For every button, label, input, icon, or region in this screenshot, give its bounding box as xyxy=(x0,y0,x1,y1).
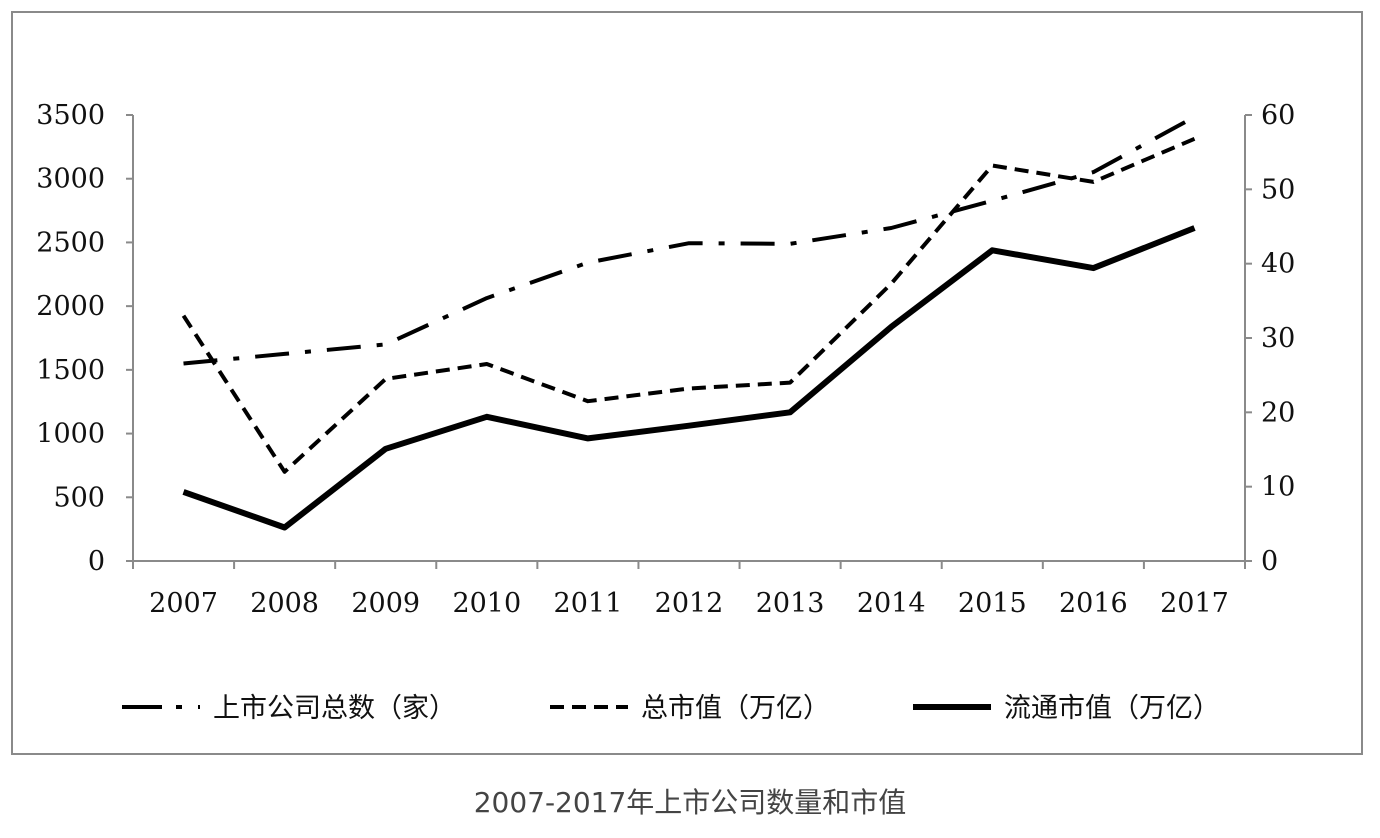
chart-axes: 0 500 1000 1500 2000 2500 3000 3500 0 10 20 30 40 50 6… xyxy=(36,100,1295,619)
figure-caption: 2007-2017年上市公司数量和市值 xyxy=(473,786,907,819)
x-axis-tick-label: 2007 xyxy=(149,588,218,619)
right-axis-tick-label: 50 xyxy=(1261,174,1295,205)
x-axis-tick-label: 2014 xyxy=(857,588,926,619)
left-axis-tick-label: 3000 xyxy=(36,164,105,195)
right-axis-tick-label: 60 xyxy=(1261,100,1295,131)
right-axis-tick-label: 10 xyxy=(1261,472,1295,503)
chart-series xyxy=(181,115,1196,531)
right-axis-tick-label: 20 xyxy=(1261,397,1295,428)
x-axis-tick-label: 2012 xyxy=(655,588,724,619)
right-axis-tick-label: 0 xyxy=(1261,546,1278,577)
x-axis-tick-label: 2016 xyxy=(1059,588,1128,619)
x-axis-tick-label: 2008 xyxy=(250,588,319,619)
series-line-3 xyxy=(182,225,1196,531)
chart-legend: 上市公司总数（家） 总市值（万亿） 流通市值（万亿） xyxy=(122,693,1220,724)
left-axis-tick-label: 2000 xyxy=(36,291,105,322)
line-chart: 0 500 1000 1500 2000 2500 3000 3500 0 10 20 30 40 50 6… xyxy=(36,100,1295,724)
left-axis-tick-label: 0 xyxy=(88,546,105,577)
right-axis-tick-label: 40 xyxy=(1261,249,1295,280)
x-axis-tick-label: 2011 xyxy=(554,588,623,619)
legend-label-1: 上市公司总数（家） xyxy=(213,693,456,724)
left-axis-tick-label: 1500 xyxy=(36,355,105,386)
chart-frame xyxy=(11,11,1363,755)
x-axis-tick-label: 2009 xyxy=(351,588,420,619)
x-axis-tick-label: 2013 xyxy=(756,588,825,619)
series-line-1 xyxy=(183,115,1196,366)
x-axis-tick-label: 2017 xyxy=(1160,588,1229,619)
left-axis-tick-label: 3500 xyxy=(36,100,105,131)
x-axis-tick-label: 2010 xyxy=(452,588,521,619)
left-axis-tick-label: 2500 xyxy=(36,227,105,258)
series-line-2 xyxy=(181,136,1196,474)
left-axis-tick-label: 1000 xyxy=(36,419,105,450)
left-axis-tick-label: 500 xyxy=(53,482,105,513)
legend-label-3: 流通市值（万亿） xyxy=(1004,693,1220,724)
legend-label-2: 总市值（万亿） xyxy=(641,693,830,724)
right-axis-tick-label: 30 xyxy=(1261,323,1295,354)
x-axis-tick-label: 2015 xyxy=(958,588,1027,619)
